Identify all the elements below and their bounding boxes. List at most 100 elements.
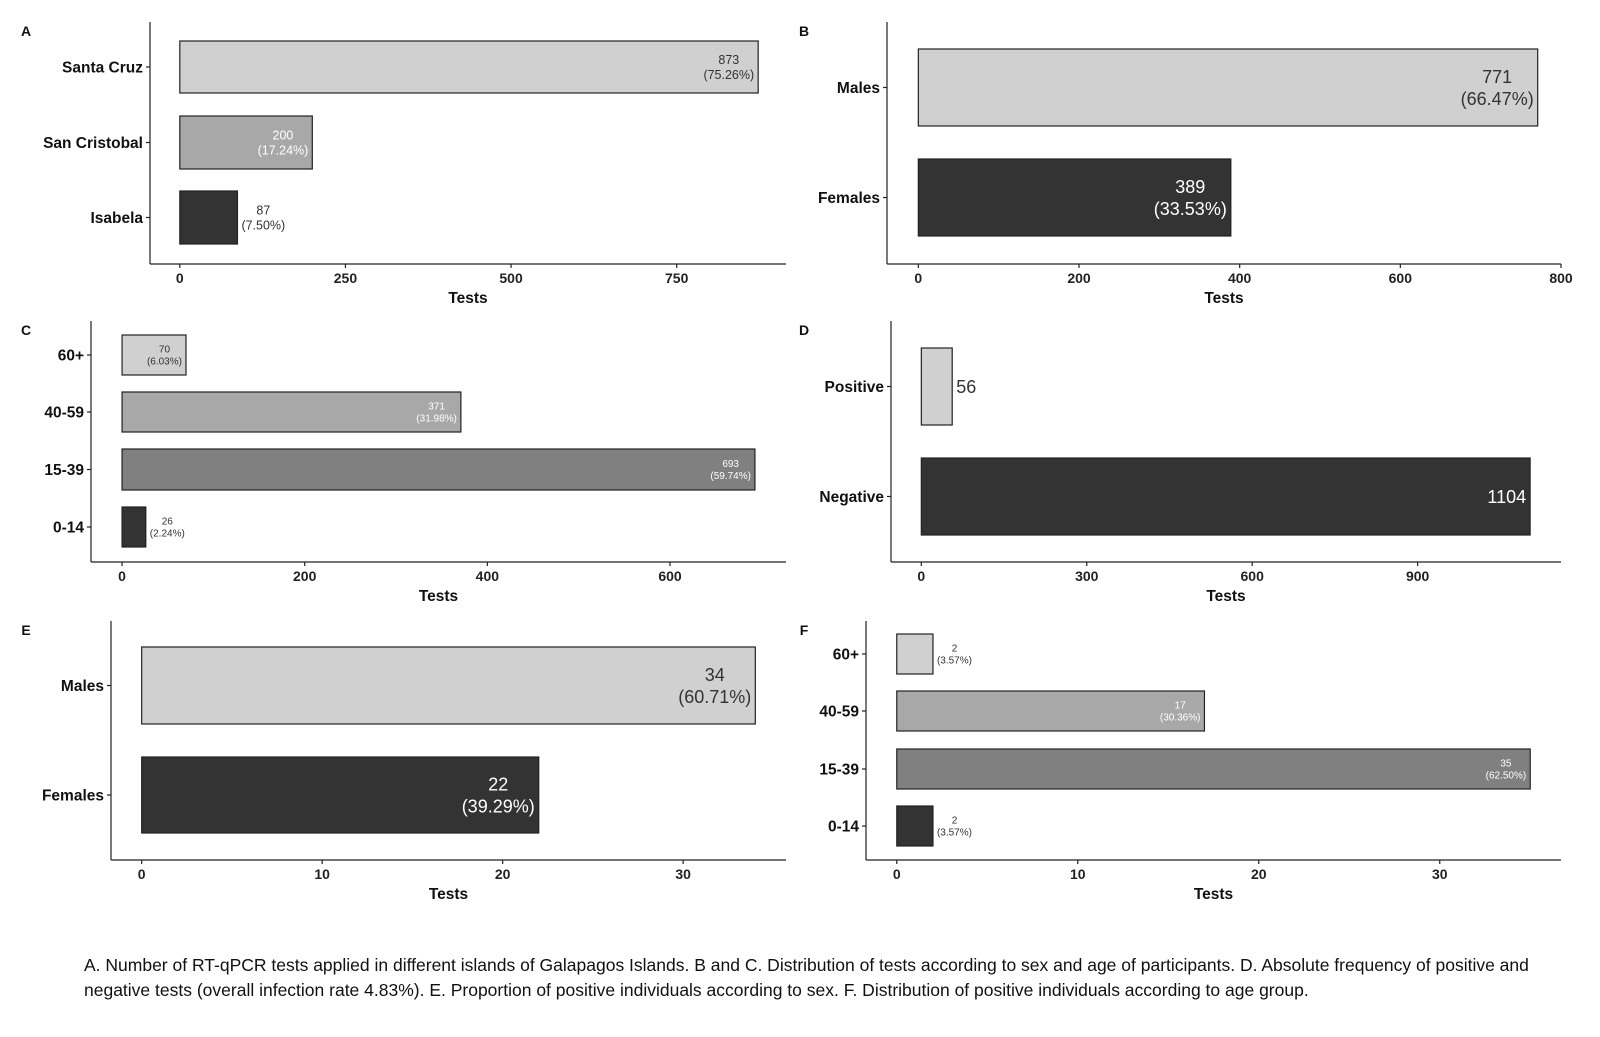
data-label: (62.50%) <box>1486 771 1527 782</box>
category-label: Negative <box>819 489 884 506</box>
panel-letter: C <box>21 322 31 338</box>
data-label: (33.53%) <box>1154 199 1227 219</box>
x-tick-label: 0 <box>176 270 184 286</box>
category-label: Santa Cruz <box>62 60 143 77</box>
bar <box>917 48 1539 127</box>
category-label: Females <box>42 788 104 805</box>
category-label: Females <box>818 190 880 207</box>
data-label: 22 <box>488 775 508 795</box>
data-label: 2 <box>952 644 958 655</box>
panel-c: C 0 200 400 600 Tests 60+ 70(6.03%) 40-59 371(31.… <box>21 321 786 605</box>
x-tick-label: 300 <box>1075 568 1099 584</box>
bar <box>121 334 187 376</box>
x-tick-label: 600 <box>1241 568 1265 584</box>
category-label: 15-39 <box>819 762 859 779</box>
data-label: 34 <box>705 665 725 685</box>
x-tick-label: 10 <box>314 866 330 882</box>
bar <box>179 115 313 170</box>
bar <box>896 805 934 847</box>
bar <box>141 646 756 725</box>
x-tick-label: 600 <box>1389 270 1413 286</box>
x-tick-label: 30 <box>1432 866 1448 882</box>
data-label: 200 <box>273 128 294 142</box>
bar <box>920 347 953 426</box>
data-label: (75.26%) <box>703 68 754 82</box>
x-tick-label: 500 <box>499 270 523 286</box>
x-tick-label: 900 <box>1406 568 1430 584</box>
x-tick-label: 0 <box>914 270 922 286</box>
data-label: 2 <box>952 816 958 827</box>
bar <box>141 756 540 834</box>
data-label: (60.71%) <box>678 687 751 707</box>
category-label: 0-14 <box>53 520 84 537</box>
category-label: Isabela <box>90 210 143 227</box>
x-tick-label: 250 <box>334 270 358 286</box>
data-label: 26 <box>162 517 174 528</box>
x-tick-label: 600 <box>658 568 682 584</box>
data-label: 56 <box>956 377 976 397</box>
bar <box>121 506 147 548</box>
data-label: 771 <box>1482 67 1512 87</box>
data-label: 87 <box>256 203 270 217</box>
bar <box>896 748 1531 790</box>
data-label: (59.74%) <box>710 471 751 482</box>
category-label: 40-59 <box>819 704 859 721</box>
panel-letter: E <box>21 622 30 638</box>
bar <box>896 690 1206 732</box>
data-label: (7.50%) <box>241 219 285 233</box>
x-tick-label: 20 <box>495 866 511 882</box>
data-label: 389 <box>1175 177 1205 197</box>
category-label: San Cristobal <box>43 135 143 152</box>
bar <box>920 457 1531 536</box>
category-label: Positive <box>825 379 885 396</box>
x-axis-title: Tests <box>448 290 487 307</box>
x-tick-label: 0 <box>917 568 925 584</box>
category-label: 40-59 <box>44 405 84 422</box>
data-label: (31.98%) <box>416 414 457 425</box>
data-label: (30.36%) <box>1160 713 1201 724</box>
category-label: 60+ <box>833 647 859 664</box>
x-axis-title: Tests <box>429 886 468 903</box>
data-label: (39.29%) <box>462 796 535 816</box>
data-label: 35 <box>1500 759 1512 770</box>
category-label: 15-39 <box>44 462 84 479</box>
x-tick-label: 200 <box>293 568 317 584</box>
bar <box>121 448 756 491</box>
x-tick-label: 750 <box>665 270 689 286</box>
panel-b: B 0 200 400 600 800 Tests Males 771(66.47%) Femal… <box>799 22 1573 307</box>
bar <box>121 391 462 433</box>
category-label: 60+ <box>58 348 84 365</box>
panel-letter: A <box>21 23 31 39</box>
data-label: (6.03%) <box>147 357 182 368</box>
panel-e: E 0 10 20 30 Tests Males 34(60.71%) Females 22(39… <box>21 621 786 903</box>
x-tick-label: 0 <box>893 866 901 882</box>
x-tick-label: 800 <box>1549 270 1573 286</box>
figure-caption: A. Number of RT-qPCR tests applied in di… <box>84 955 1529 1000</box>
data-label: (2.24%) <box>150 529 185 540</box>
data-label: 371 <box>428 402 445 413</box>
panel-a: A 0 250 500 750 Tests Santa Cruz 873(75.26%) San… <box>21 22 786 307</box>
x-tick-label: 400 <box>1228 270 1252 286</box>
panel-letter: B <box>799 23 809 39</box>
data-label: 1104 <box>1487 487 1526 507</box>
data-label: 693 <box>722 459 739 470</box>
x-axis-title: Tests <box>1194 886 1233 903</box>
panel-d: D 0 300 600 900 Tests Positive 56 Negative 1104 <box>799 321 1561 605</box>
data-label: (3.57%) <box>937 828 972 839</box>
category-label: Males <box>837 80 880 97</box>
x-tick-label: 30 <box>675 866 691 882</box>
data-label: 70 <box>159 345 171 356</box>
data-label: (3.57%) <box>937 656 972 667</box>
bar <box>179 40 759 94</box>
x-tick-label: 0 <box>138 866 146 882</box>
data-label: (66.47%) <box>1461 89 1534 109</box>
x-axis-title: Tests <box>1204 290 1243 307</box>
bar <box>179 190 239 245</box>
x-tick-label: 10 <box>1070 866 1086 882</box>
x-tick-label: 20 <box>1251 866 1267 882</box>
data-label: 873 <box>718 53 739 67</box>
category-label: Males <box>61 678 104 695</box>
data-label: 17 <box>1175 701 1187 712</box>
